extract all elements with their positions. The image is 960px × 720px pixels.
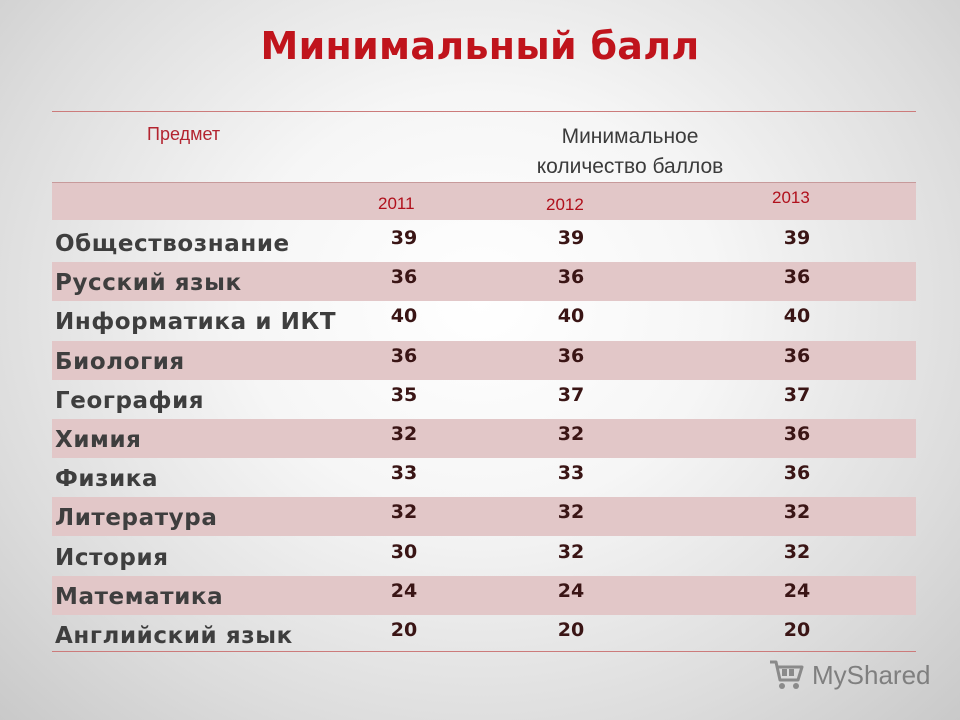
subject-cell: Физика: [55, 466, 159, 493]
score-cell-2011: 30: [390, 540, 418, 563]
score-cell-2011: 40: [390, 305, 418, 328]
watermark-text: MyShared: [812, 659, 931, 690]
score-cell-2012: 39: [557, 227, 585, 249]
score-cell-2013: 39: [783, 227, 811, 249]
score-cell-2011: 39: [390, 227, 418, 249]
score-cell-2011: 33: [390, 462, 418, 485]
score-cell-2012: 40: [557, 305, 585, 328]
score-cell-2013: 24: [783, 579, 811, 602]
subject-cell: Литература: [55, 505, 218, 532]
year-2013: 2013: [772, 188, 810, 207]
table-row: Математика 24 24 24: [52, 575, 916, 615]
score-cell-2011: 24: [390, 579, 418, 602]
score-cell-2012: 36: [557, 266, 585, 289]
score-cell-2012: 32: [557, 501, 585, 524]
score-cell-2013: 36: [783, 423, 811, 445]
score-cell-2013: 37: [783, 383, 811, 406]
table-row: Русский язык 36 36 36: [52, 262, 916, 302]
subject-cell: География: [55, 387, 205, 414]
score-cell-2013: 36: [783, 344, 811, 367]
scores-table: Предмет Минимальное количество баллов 20…: [52, 111, 916, 652]
score-cell-2012: 36: [557, 344, 585, 367]
score-cell-2012: 37: [557, 383, 585, 406]
table-row: Обществознание 39 39 39: [52, 223, 916, 262]
table-row: Биология 36 36 36: [52, 340, 916, 380]
table-row: История 30 32 32: [52, 537, 916, 576]
shopping-cart-icon: [770, 660, 804, 689]
table-row: Английский язык 20 20 20: [52, 615, 916, 654]
subject-cell: Химия: [55, 427, 142, 453]
subject-cell: Русский язык: [55, 270, 242, 297]
table-row: Литература 32 32 32: [52, 497, 916, 537]
score-cell-2012: 32: [557, 540, 585, 563]
score-cell-2013: 36: [783, 266, 811, 289]
score-cell-2011: 32: [390, 423, 418, 445]
page-title: Минимальный балл: [260, 24, 700, 68]
score-cell-2013: 32: [783, 540, 811, 563]
score-cell-2013: 40: [783, 305, 811, 328]
header-min-line1: Минимальное: [561, 125, 699, 148]
table-row: Информатика и ИКТ 40 40 40: [52, 301, 916, 340]
header-min-score: Минимальное количество баллов: [510, 122, 750, 182]
table-row: Физика 33 33 36: [52, 458, 916, 497]
subject-cell: Математика: [55, 583, 224, 610]
score-cell-2013: 20: [783, 619, 811, 641]
subject-cell: Информатика и ИКТ: [55, 309, 337, 336]
table-row: География 35 37 37: [52, 380, 916, 419]
header-min-line2: количество баллов: [536, 155, 724, 178]
score-cell-2011: 36: [390, 344, 418, 367]
score-cell-2011: 36: [390, 266, 418, 289]
table-row: Химия 32 32 36: [52, 419, 916, 458]
score-cell-2012: 33: [557, 462, 585, 485]
score-cell-2012: 20: [557, 619, 585, 641]
subject-cell: История: [55, 544, 169, 571]
score-cell-2011: 35: [390, 383, 418, 406]
year-2012: 2012: [546, 195, 584, 214]
year-header-row: 2011 2012 2013: [52, 182, 916, 220]
year-2011: 2011: [378, 194, 415, 213]
score-cell-2012: 24: [557, 579, 585, 602]
score-cell-2011: 20: [390, 619, 418, 641]
header-subject: Предмет: [147, 124, 221, 144]
subject-cell: Обществознание: [55, 231, 290, 257]
score-cell-2013: 36: [783, 462, 811, 485]
score-cell-2013: 32: [783, 501, 811, 524]
subject-cell: Биология: [55, 348, 185, 375]
score-cell-2012: 32: [557, 423, 585, 445]
score-cell-2011: 32: [390, 501, 418, 524]
myshared-logo: MyShared: [768, 657, 931, 693]
subject-cell: Английский язык: [55, 623, 293, 649]
